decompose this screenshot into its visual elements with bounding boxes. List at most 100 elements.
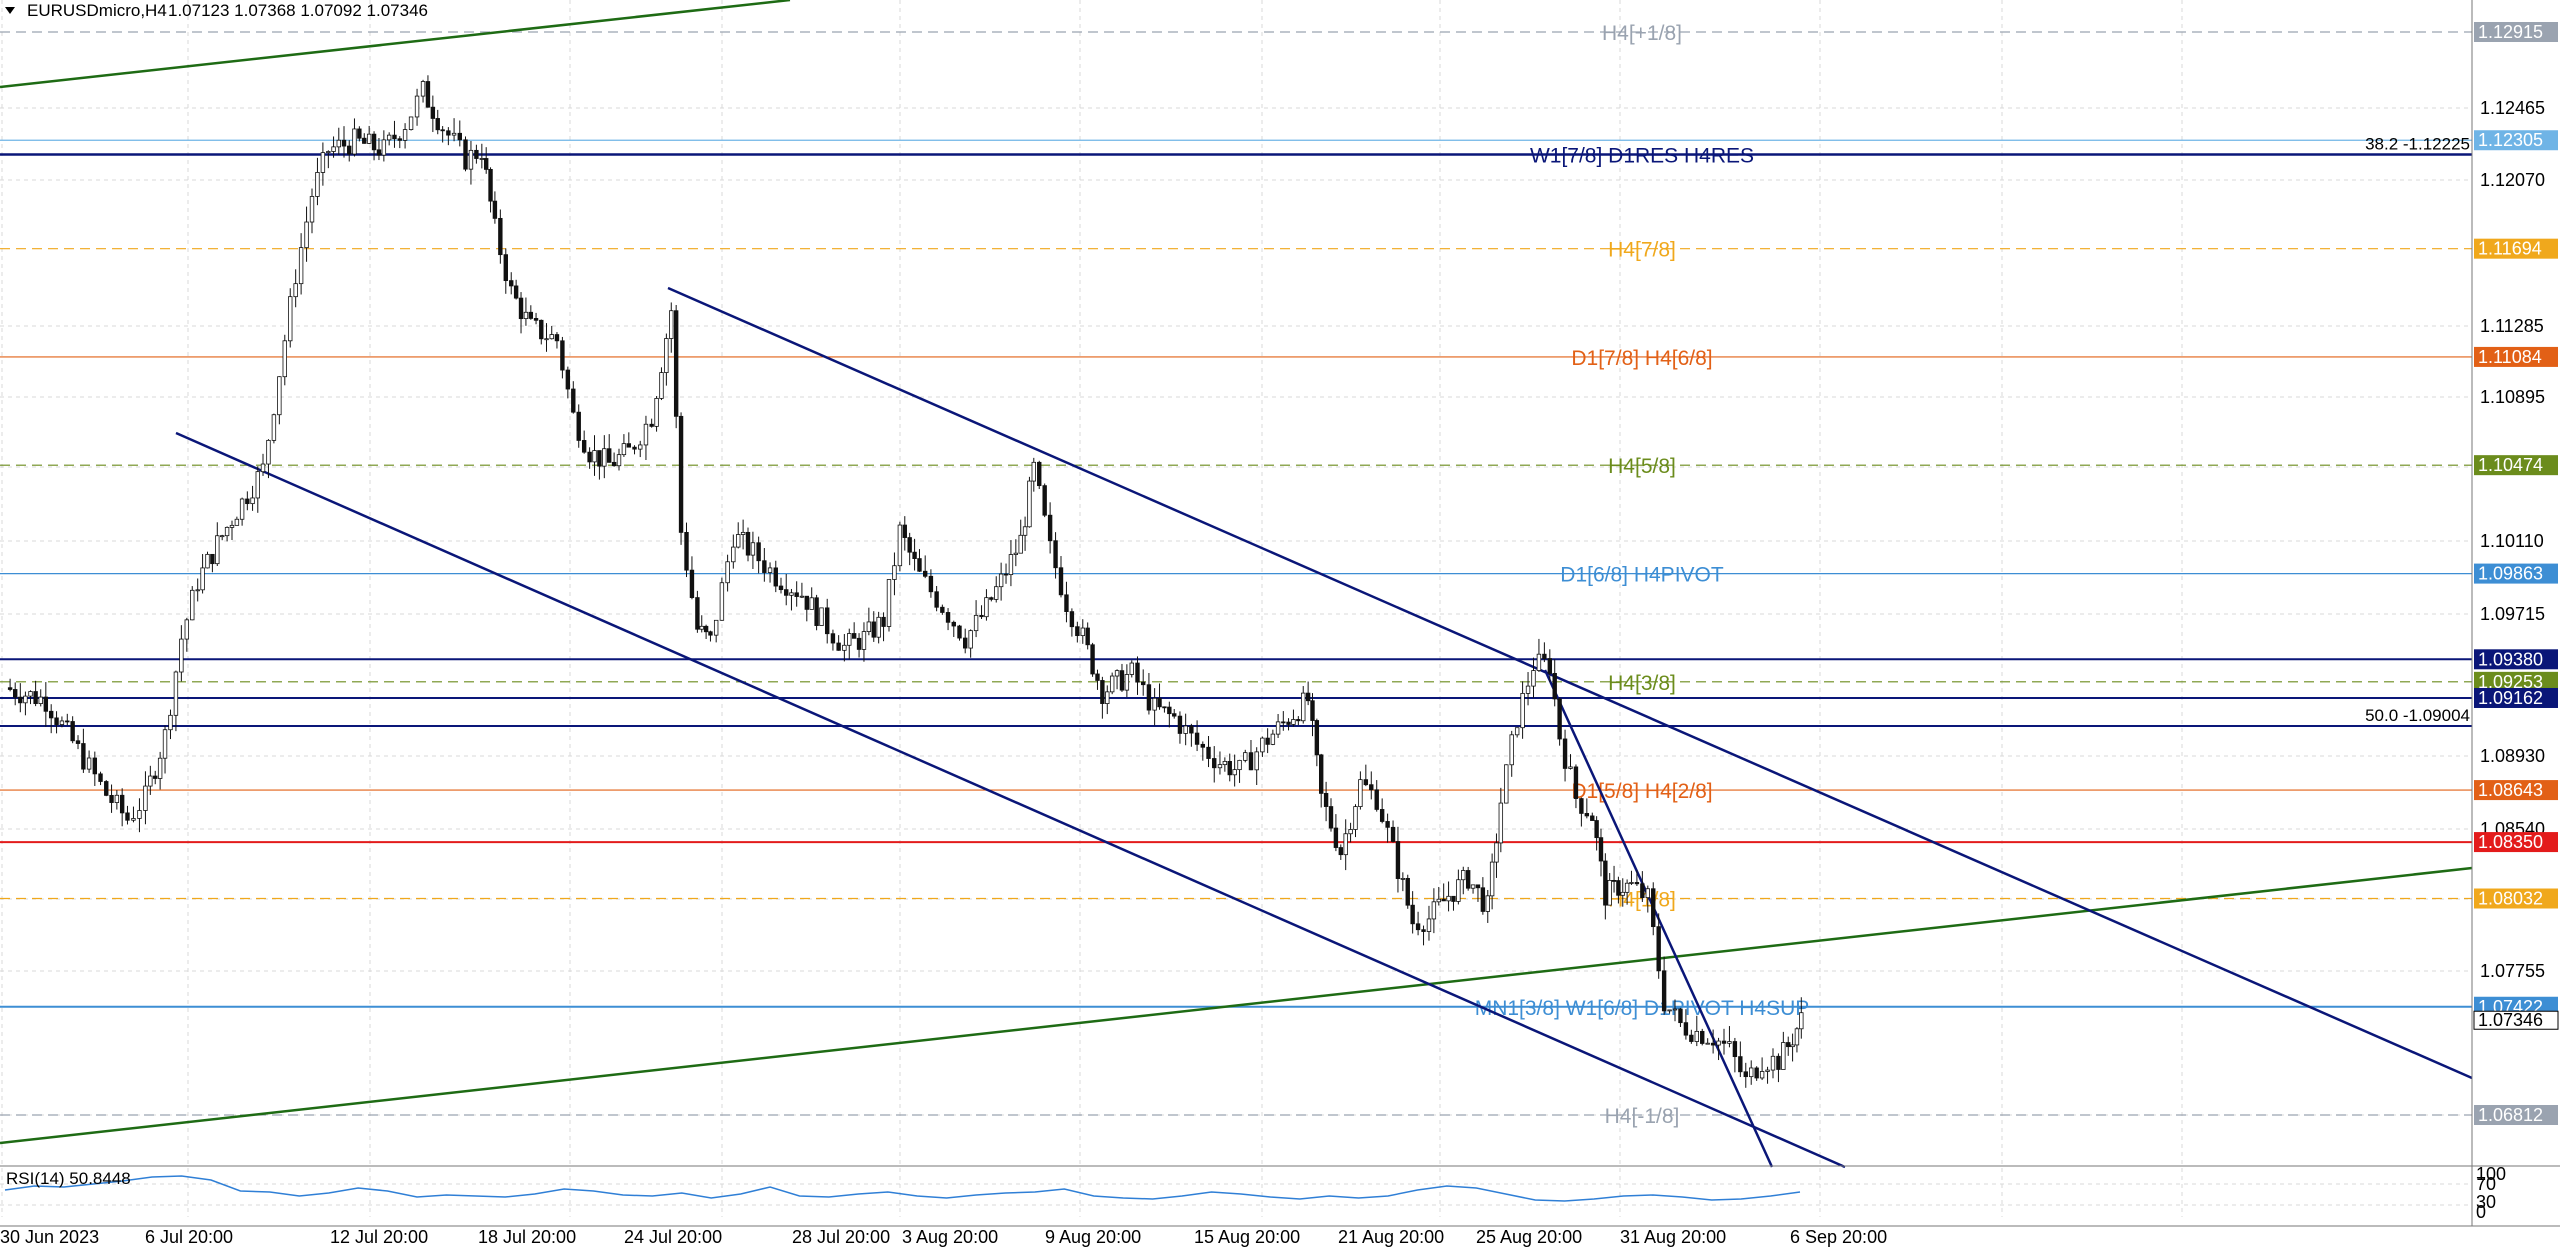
candle-body	[804, 595, 810, 610]
chart-menu-triangle-icon[interactable]	[5, 7, 15, 14]
candle-body	[446, 130, 451, 136]
candle-body	[1008, 554, 1014, 576]
x-tick-label: 24 Jul 20:00	[624, 1227, 722, 1247]
price-tag-text: 1.08032	[2478, 889, 2543, 909]
candle-body	[1013, 552, 1019, 555]
candle-body	[200, 567, 205, 591]
candle-body	[1200, 743, 1206, 748]
candle-body	[1547, 658, 1553, 674]
candle-body	[1721, 1040, 1727, 1044]
level-label: D1[7/8] H4[6/8]	[1571, 347, 1712, 370]
candle-body	[1333, 827, 1339, 848]
candle-body	[1640, 883, 1645, 899]
candle-body	[298, 247, 304, 285]
candle-body	[1451, 895, 1456, 902]
candle-body	[119, 794, 125, 814]
candle-body	[1494, 842, 1499, 863]
candle-body	[98, 773, 103, 782]
candle-body	[1504, 764, 1509, 804]
x-tick-label: 12 Jul 20:00	[330, 1227, 428, 1247]
candle-body	[719, 582, 725, 621]
candle-body	[1194, 732, 1200, 745]
candle-body	[440, 129, 445, 132]
candle-body	[168, 714, 173, 731]
candle-body	[1031, 461, 1036, 482]
price-tag-text: 1.09162	[2478, 688, 2543, 708]
candle-body	[1177, 715, 1183, 734]
candle-body	[814, 597, 819, 626]
candle-body	[1363, 779, 1369, 786]
candle-body	[1328, 806, 1334, 829]
chart-grid	[0, 0, 2472, 1217]
candle-body	[1661, 970, 1667, 1012]
price-tag-text: 1.09863	[2478, 564, 2543, 584]
x-tick-label: 3 Aug 20:00	[902, 1227, 998, 1247]
x-tick-label: 6 Jul 20:00	[145, 1227, 233, 1247]
candle-body	[1058, 567, 1064, 596]
candle-body	[479, 158, 485, 160]
candle-body	[1265, 737, 1270, 745]
price-tag-box	[2474, 455, 2558, 476]
current-price-tag: 1.07346	[2478, 1010, 2543, 1030]
candle-body	[1441, 898, 1446, 902]
candle-body	[643, 423, 649, 446]
candle-body	[912, 551, 917, 559]
candle-body	[1405, 878, 1410, 906]
candle-body	[1318, 754, 1324, 794]
candle-body	[799, 595, 805, 598]
candle-body	[18, 696, 23, 704]
candle-body	[109, 794, 114, 803]
candle-body	[678, 415, 684, 533]
price-tag-text: 1.11694	[2478, 239, 2542, 259]
candle-body	[1080, 627, 1085, 637]
candle-body	[549, 334, 554, 340]
candle-body	[1594, 820, 1599, 839]
candle-body	[1385, 821, 1390, 828]
level-label: H4[7/8]	[1608, 239, 1676, 262]
candle-body	[699, 625, 704, 630]
candle-body	[1183, 725, 1188, 734]
price-tag-box	[2474, 671, 2558, 692]
symbol-label: EURUSDmicro,H4	[27, 1, 167, 20]
candle-body	[856, 637, 862, 650]
candle-body	[392, 134, 397, 140]
candle-body	[1536, 653, 1542, 671]
candle-body	[773, 567, 778, 587]
x-tick-label: 21 Aug 20:00	[1338, 1227, 1444, 1247]
candle-body	[33, 691, 38, 704]
rsi-scale-label: 70	[2476, 1174, 2496, 1194]
candle-body	[38, 696, 43, 704]
candle-body	[989, 597, 994, 600]
candle-body	[1338, 847, 1343, 856]
candle-body	[229, 524, 235, 528]
level-label: H4[+1/8]	[1602, 22, 1682, 45]
candle-body	[1743, 1071, 1748, 1078]
candle-body	[304, 221, 309, 249]
candle-body	[1790, 1044, 1795, 1048]
candle-body	[1786, 1042, 1791, 1048]
price-tag-box	[2474, 780, 2558, 801]
candle-body	[65, 720, 70, 723]
candle-body	[245, 498, 250, 505]
candle-body	[576, 411, 581, 441]
candle-body	[1470, 884, 1476, 889]
candle-body	[1678, 1008, 1683, 1024]
candle-body	[362, 137, 367, 144]
candle-body	[1135, 662, 1140, 683]
candle-body	[560, 340, 565, 371]
candle-body	[503, 254, 508, 282]
candle-body	[528, 311, 534, 319]
candle-body	[736, 534, 741, 548]
candle-body	[1700, 1030, 1705, 1044]
candle-body	[1456, 879, 1461, 902]
candle-body	[533, 318, 539, 321]
candle-body	[75, 740, 81, 744]
candle-body	[357, 128, 362, 139]
candle-body	[1620, 891, 1625, 896]
candle-body	[1053, 540, 1058, 569]
candle-body	[725, 561, 730, 584]
price-tag-box	[2474, 346, 2558, 367]
level-label: H4[3/8]	[1608, 672, 1676, 695]
